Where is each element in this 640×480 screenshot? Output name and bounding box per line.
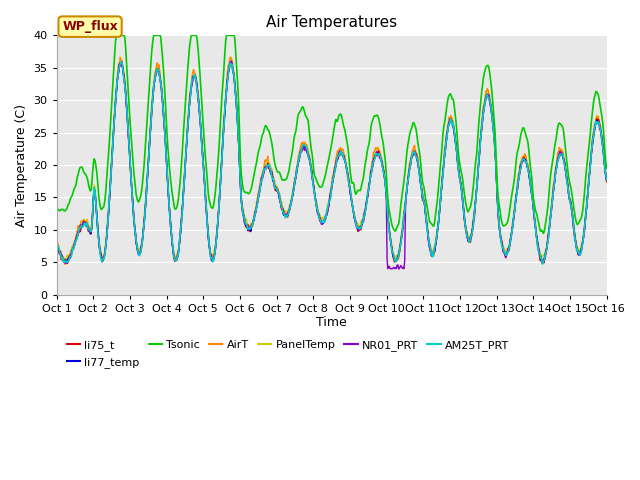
Line: PanelTemp: PanelTemp: [57, 58, 607, 260]
Tsonic: [603, 166, 611, 171]
AM25T_PRT: [117, 59, 125, 65]
AM25T_PRT: [538, 261, 546, 267]
AirT: [120, 71, 128, 77]
AirT: [400, 210, 408, 216]
Tsonic: [176, 182, 184, 188]
li77_temp: [176, 236, 184, 241]
Line: Tsonic: Tsonic: [57, 36, 607, 233]
PanelTemp: [400, 208, 408, 214]
Tsonic: [540, 230, 547, 236]
AM25T_PRT: [205, 240, 212, 245]
AM25T_PRT: [120, 76, 128, 82]
AM25T_PRT: [603, 177, 611, 183]
AM25T_PRT: [53, 243, 61, 249]
Line: li75_t: li75_t: [57, 63, 607, 264]
li75_t: [603, 178, 611, 184]
NR01_PRT: [204, 231, 212, 237]
li77_temp: [205, 240, 212, 246]
li77_temp: [416, 177, 424, 183]
li77_temp: [63, 259, 70, 265]
NR01_PRT: [400, 266, 408, 272]
li77_temp: [227, 60, 234, 65]
NR01_PRT: [53, 244, 61, 250]
AM25T_PRT: [176, 235, 184, 240]
Tsonic: [399, 184, 407, 190]
AirT: [176, 238, 184, 244]
Tsonic: [53, 208, 61, 214]
li75_t: [53, 243, 61, 249]
li77_temp: [400, 214, 408, 220]
X-axis label: Time: Time: [316, 316, 347, 329]
AM25T_PRT: [399, 220, 407, 226]
PanelTemp: [120, 70, 128, 76]
NR01_PRT: [603, 178, 611, 183]
NR01_PRT: [387, 266, 394, 272]
PanelTemp: [205, 236, 212, 241]
li77_temp: [53, 243, 61, 249]
li75_t: [400, 215, 408, 220]
li75_t: [416, 175, 424, 181]
NR01_PRT: [120, 68, 127, 74]
li75_t: [206, 245, 214, 251]
PanelTemp: [603, 175, 611, 181]
PanelTemp: [53, 239, 61, 245]
li75_t: [177, 229, 184, 235]
Tsonic: [205, 195, 212, 201]
NR01_PRT: [63, 261, 70, 266]
Legend: li75_t, li77_temp, Tsonic, AirT, PanelTemp, NR01_PRT, AM25T_PRT: li75_t, li77_temp, Tsonic, AirT, PanelTe…: [62, 336, 514, 372]
li75_t: [63, 261, 71, 266]
PanelTemp: [176, 234, 184, 240]
AirT: [205, 240, 212, 246]
li75_t: [116, 60, 124, 66]
Line: AM25T_PRT: AM25T_PRT: [57, 62, 607, 264]
AM25T_PRT: [63, 260, 70, 265]
AirT: [416, 175, 424, 181]
Tsonic: [415, 148, 423, 154]
Title: Air Temperatures: Air Temperatures: [266, 15, 397, 30]
AirT: [603, 180, 611, 185]
li77_temp: [603, 177, 611, 183]
Y-axis label: Air Temperature (C): Air Temperature (C): [15, 104, 28, 227]
li75_t: [121, 80, 129, 86]
Line: NR01_PRT: NR01_PRT: [57, 61, 607, 269]
li77_temp: [120, 76, 128, 82]
NR01_PRT: [175, 244, 183, 250]
Tsonic: [120, 33, 128, 38]
li77_temp: [63, 256, 71, 262]
AirT: [61, 262, 69, 267]
AM25T_PRT: [415, 172, 423, 178]
NR01_PRT: [416, 175, 424, 180]
AirT: [227, 54, 234, 60]
Line: AirT: AirT: [57, 57, 607, 264]
li75_t: [63, 260, 70, 265]
AirT: [63, 258, 71, 264]
PanelTemp: [61, 257, 68, 263]
Tsonic: [113, 33, 120, 38]
PanelTemp: [63, 252, 71, 258]
Tsonic: [63, 206, 70, 212]
Line: li77_temp: li77_temp: [57, 62, 607, 262]
AirT: [53, 240, 61, 245]
Text: WP_flux: WP_flux: [62, 20, 118, 33]
NR01_PRT: [227, 58, 235, 64]
PanelTemp: [416, 172, 424, 178]
PanelTemp: [227, 55, 235, 60]
